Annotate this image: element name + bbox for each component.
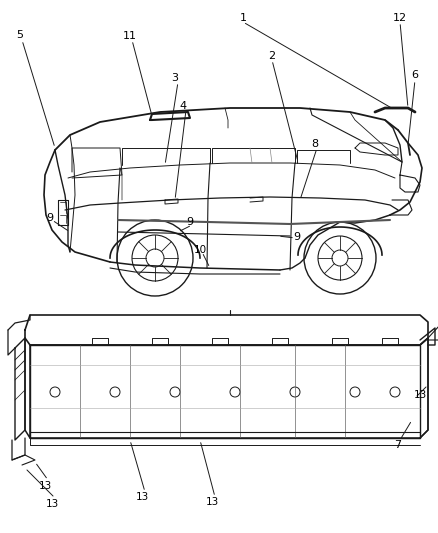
Text: 2: 2 [268, 51, 276, 61]
Text: 4: 4 [180, 101, 187, 111]
Text: 9: 9 [293, 232, 300, 242]
Text: 7: 7 [395, 440, 402, 450]
Text: 1: 1 [240, 13, 247, 23]
Text: 13: 13 [46, 499, 59, 509]
Text: 13: 13 [39, 481, 52, 491]
Text: 6: 6 [411, 70, 418, 80]
Text: 13: 13 [205, 497, 219, 507]
Text: 13: 13 [413, 390, 427, 400]
Text: 8: 8 [311, 139, 318, 149]
Text: 5: 5 [17, 30, 24, 40]
Text: 3: 3 [172, 73, 179, 83]
Text: 9: 9 [187, 217, 194, 227]
Text: 9: 9 [46, 213, 53, 223]
Text: 12: 12 [393, 13, 407, 23]
Text: 13: 13 [135, 492, 148, 502]
Text: 11: 11 [123, 31, 137, 41]
Text: 10: 10 [194, 245, 207, 255]
